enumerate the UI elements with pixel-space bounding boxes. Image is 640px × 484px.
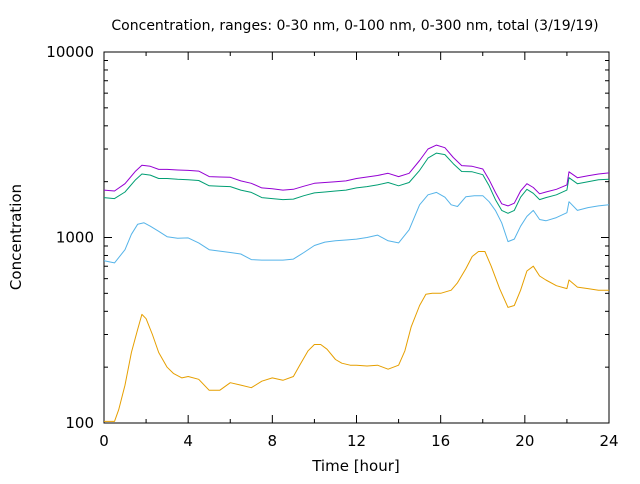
x-axis: 0 4 8 12 16 20 24 xyxy=(99,52,619,450)
plot-frame xyxy=(103,51,610,424)
x-tick-label: 12 xyxy=(347,432,366,450)
series-0-100nm-line xyxy=(103,191,610,264)
y-axis: 100 1000 10000 xyxy=(46,43,609,432)
series-total-line xyxy=(103,144,610,207)
series-0-300nm-line xyxy=(103,152,610,214)
x-tick-label: 16 xyxy=(431,432,450,450)
x-tick-label: 0 xyxy=(99,432,109,450)
x-tick-label: 20 xyxy=(515,432,534,450)
x-tick-label: 4 xyxy=(183,432,193,450)
x-tick-label: 8 xyxy=(268,432,278,450)
chart-title: Concentration, ranges: 0-30 nm, 0-100 nm… xyxy=(111,18,598,34)
y-tick-label: 100 xyxy=(65,414,94,432)
y-tick-label: 1000 xyxy=(56,229,94,247)
y-tick-label: 10000 xyxy=(46,43,94,61)
x-axis-label: Time [hour] xyxy=(311,457,400,475)
y-axis-label: Concentration xyxy=(7,184,25,290)
series-layer xyxy=(103,144,610,422)
series-0-30nm-line xyxy=(104,251,609,422)
x-tick-label: 24 xyxy=(599,432,618,450)
